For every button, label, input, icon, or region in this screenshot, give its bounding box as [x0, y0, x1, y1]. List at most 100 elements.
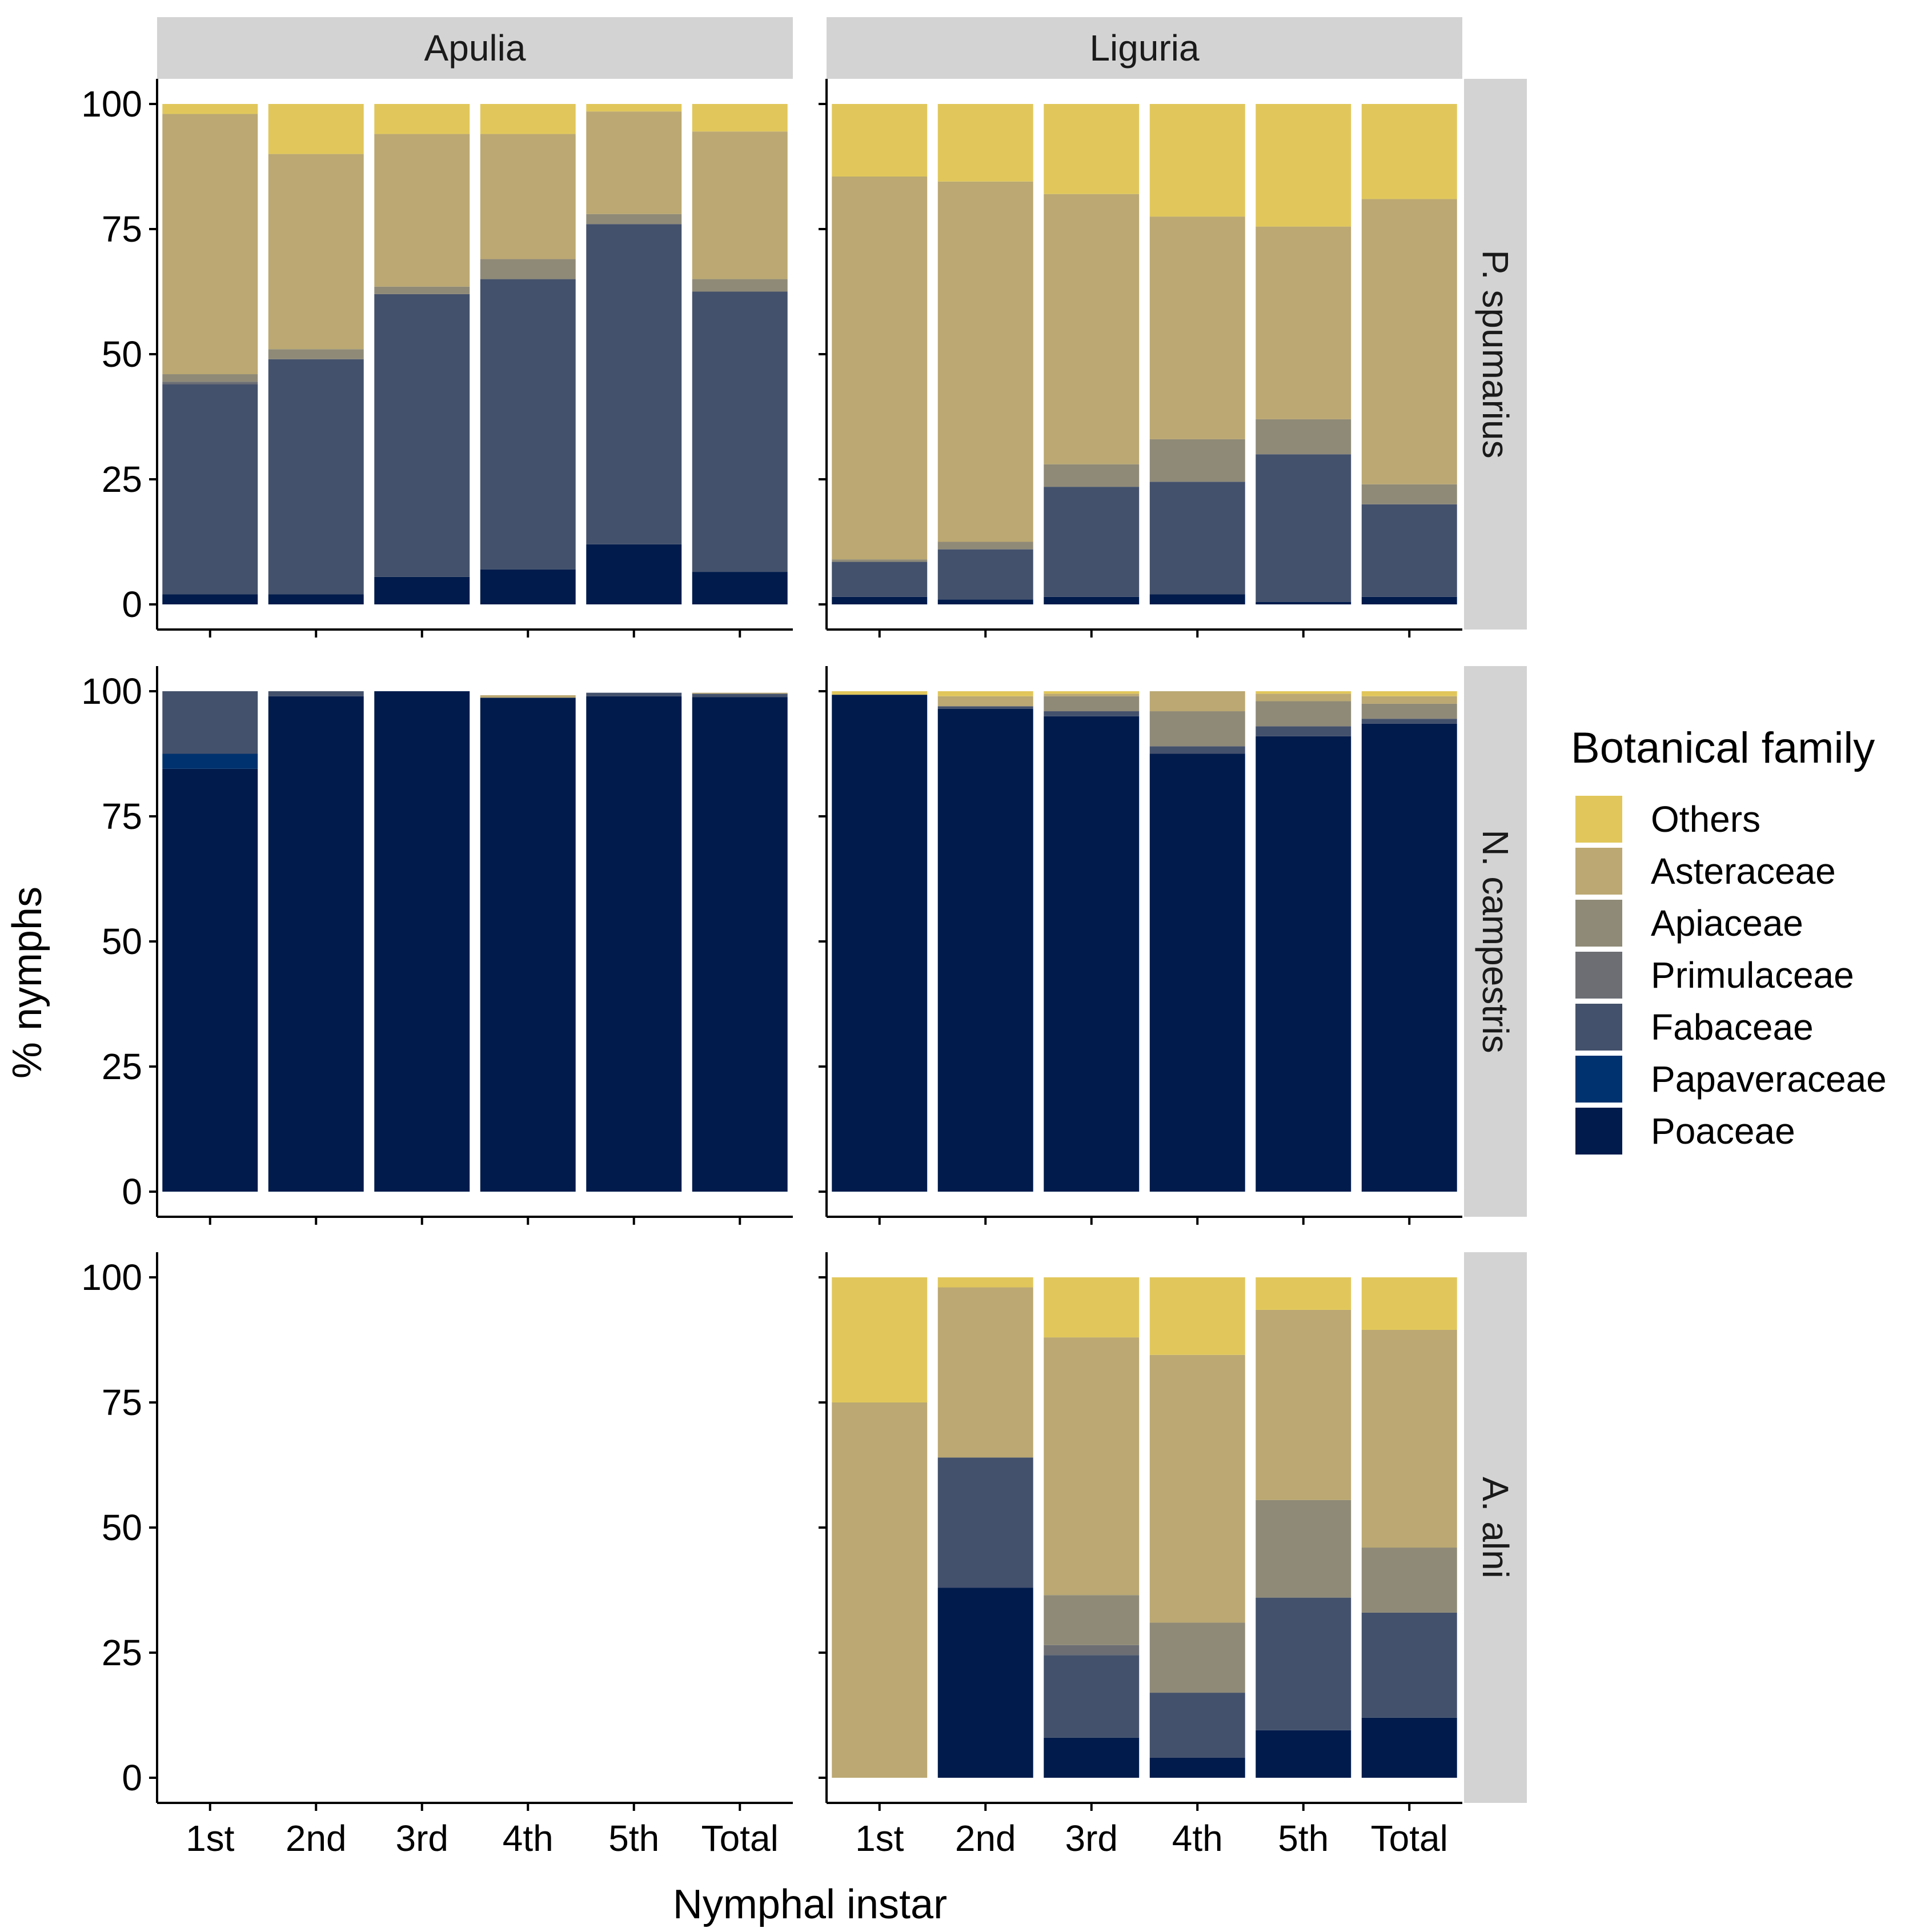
bar-a-alni-liguria-5th-asteraceae	[1256, 1309, 1351, 1500]
legend-key-papaveraceae	[1575, 1056, 1622, 1103]
bar-n-campestris-liguria-5th-poaceae	[1256, 736, 1351, 1192]
bar-a-alni-liguria-total-apiaceae	[1361, 1548, 1457, 1613]
bar-p-spumarius-apulia-2nd-others	[268, 104, 364, 154]
bar-p-spumarius-apulia-3rd-asteraceae	[374, 134, 470, 287]
panels-layer	[162, 104, 1457, 1778]
bar-a-alni-liguria-2nd-poaceae	[937, 1588, 1033, 1778]
bar-n-campestris-apulia-1st-fabaceae	[162, 691, 258, 754]
bar-n-campestris-apulia-2nd-fabaceae	[268, 691, 364, 696]
x-tick-label-liguria-5th: 5th	[1278, 1818, 1329, 1859]
bar-a-alni-liguria-4th-asteraceae	[1149, 1354, 1245, 1623]
column-strip-liguria	[827, 17, 1462, 79]
bar-n-campestris-apulia-5th-fabaceae	[586, 692, 682, 696]
bar-p-spumarius-liguria-4th-asteraceae	[1149, 217, 1245, 439]
legend-key-fabaceae	[1575, 1004, 1622, 1051]
bar-p-spumarius-apulia-4th-asteraceae	[480, 134, 576, 259]
bar-p-spumarius-liguria-5th-fabaceae	[1256, 454, 1351, 602]
bar-p-spumarius-apulia-3rd-poaceae	[374, 576, 470, 604]
legend: Botanical family Others Asteraceae Apiacea…	[1571, 724, 1887, 1155]
bar-a-alni-liguria-2nd-others	[937, 1277, 1033, 1288]
bar-n-campestris-apulia-1st-poaceae	[162, 768, 258, 1192]
legend-key-poaceae	[1575, 1108, 1622, 1155]
bar-a-alni-liguria-3rd-apiaceae	[1044, 1595, 1140, 1645]
bar-p-spumarius-apulia-2nd-apiaceae	[268, 349, 364, 359]
bar-a-alni-liguria-4th-poaceae	[1149, 1757, 1245, 1778]
bar-n-campestris-liguria-total-poaceae	[1361, 723, 1457, 1192]
x-tick-label-apulia-5th: 5th	[608, 1818, 659, 1859]
bar-n-campestris-liguria-2nd-poaceae	[937, 708, 1033, 1192]
y-axis-title: % nymphs	[5, 887, 50, 1079]
row-strip-label-p-spumarius: P. spumarius	[1475, 250, 1516, 458]
bar-p-spumarius-liguria-total-apiaceae	[1361, 484, 1457, 504]
bar-p-spumarius-liguria-1st-poaceae	[832, 596, 928, 604]
bar-p-spumarius-liguria-1st-fabaceae	[832, 562, 928, 597]
y-tick-label-p-spumarius-75: 75	[102, 209, 142, 250]
panel-p-spumarius-apulia	[162, 104, 788, 604]
bar-n-campestris-apulia-4th-poaceae	[480, 698, 576, 1192]
bar-a-alni-liguria-total-poaceae	[1361, 1717, 1457, 1778]
bar-p-spumarius-liguria-2nd-poaceae	[937, 599, 1033, 604]
strips-layer: Apulia Liguria P. spumarius N. campestris A.…	[157, 17, 1527, 1803]
x-tick-label-apulia-total: Total	[701, 1818, 779, 1859]
bar-p-spumarius-liguria-3rd-apiaceae	[1044, 464, 1140, 487]
y-tick-label-a-alni-50: 50	[102, 1507, 142, 1548]
bar-p-spumarius-apulia-1st-others	[162, 104, 258, 114]
bar-p-spumarius-liguria-4th-apiaceae	[1149, 439, 1245, 482]
legend-label-fabaceae: Fabaceae	[1651, 1007, 1814, 1048]
bar-p-spumarius-apulia-total-asteraceae	[692, 131, 788, 279]
bar-p-spumarius-liguria-total-poaceae	[1361, 596, 1457, 604]
bar-n-campestris-liguria-3rd-fabaceae	[1044, 711, 1140, 716]
bar-p-spumarius-liguria-2nd-others	[937, 104, 1033, 182]
bar-n-campestris-liguria-5th-asteraceae	[1256, 694, 1351, 702]
bar-n-campestris-apulia-3rd-poaceae	[374, 691, 470, 1192]
bar-a-alni-liguria-3rd-others	[1044, 1277, 1140, 1338]
y-tick-label-n-campestris-0: 0	[122, 1171, 142, 1212]
x-tick-label-apulia-1st: 1st	[186, 1818, 235, 1859]
bar-p-spumarius-liguria-total-fabaceae	[1361, 504, 1457, 597]
legend-label-primulaceae: Primulaceae	[1651, 955, 1854, 996]
bar-a-alni-liguria-5th-others	[1256, 1277, 1351, 1310]
bar-p-spumarius-liguria-2nd-asteraceae	[937, 181, 1033, 542]
legend-label-papaveraceae: Papaveraceae	[1651, 1059, 1887, 1100]
bar-n-campestris-liguria-1st-others	[832, 691, 928, 695]
bar-p-spumarius-liguria-1st-apiaceae	[832, 559, 928, 562]
bar-a-alni-liguria-total-fabaceae	[1361, 1612, 1457, 1718]
bar-p-spumarius-apulia-5th-poaceae	[586, 544, 682, 604]
bar-p-spumarius-liguria-4th-poaceae	[1149, 594, 1245, 604]
bar-p-spumarius-liguria-3rd-fabaceae	[1044, 487, 1140, 597]
bar-p-spumarius-apulia-4th-fabaceae	[480, 279, 576, 570]
y-tick-label-p-spumarius-100: 100	[81, 83, 142, 125]
x-tick-label-liguria-1st: 1st	[855, 1818, 904, 1859]
bar-p-spumarius-apulia-1st-primulaceae	[162, 382, 258, 384]
bar-p-spumarius-liguria-2nd-fabaceae	[937, 549, 1033, 600]
y-tick-label-p-spumarius-0: 0	[122, 584, 142, 625]
bar-p-spumarius-liguria-5th-asteraceae	[1256, 226, 1351, 419]
bar-p-spumarius-apulia-1st-asteraceae	[162, 114, 258, 375]
bar-p-spumarius-apulia-4th-apiaceae	[480, 259, 576, 279]
bar-p-spumarius-apulia-total-fabaceae	[692, 291, 788, 572]
bar-a-alni-liguria-3rd-primulaceae	[1044, 1645, 1140, 1656]
bar-p-spumarius-apulia-4th-others	[480, 104, 576, 134]
bar-p-spumarius-liguria-4th-others	[1149, 104, 1245, 217]
bar-p-spumarius-liguria-3rd-poaceae	[1044, 596, 1140, 604]
bar-p-spumarius-apulia-1st-poaceae	[162, 594, 258, 604]
bar-n-campestris-liguria-5th-fabaceae	[1256, 726, 1351, 736]
axes-layer: 0 25 50 75 100 0 25 50 75 100 0 25 50 75 100 1st 2nd 3rd 4…	[81, 79, 1462, 1859]
bar-n-campestris-apulia-5th-poaceae	[586, 696, 682, 1192]
bar-p-spumarius-apulia-1st-apiaceae	[162, 374, 258, 382]
x-tick-label-apulia-2nd: 2nd	[286, 1818, 347, 1859]
bar-p-spumarius-apulia-5th-others	[586, 104, 682, 112]
legend-key-asteraceae	[1575, 848, 1622, 895]
y-tick-label-a-alni-100: 100	[81, 1257, 142, 1298]
bar-p-spumarius-apulia-4th-poaceae	[480, 569, 576, 604]
bar-n-campestris-liguria-2nd-fabaceae	[937, 706, 1033, 709]
x-tick-label-apulia-3rd: 3rd	[396, 1818, 449, 1859]
bar-a-alni-liguria-2nd-fabaceae	[937, 1457, 1033, 1588]
bar-a-alni-liguria-4th-apiaceae	[1149, 1622, 1245, 1693]
bar-n-campestris-liguria-total-others	[1361, 691, 1457, 696]
bar-a-alni-liguria-3rd-fabaceae	[1044, 1655, 1140, 1738]
bar-p-spumarius-apulia-2nd-poaceae	[268, 594, 364, 604]
bar-p-spumarius-apulia-total-others	[692, 104, 788, 132]
panel-p-spumarius-liguria	[832, 104, 1457, 604]
legend-key-primulaceae	[1575, 952, 1622, 999]
